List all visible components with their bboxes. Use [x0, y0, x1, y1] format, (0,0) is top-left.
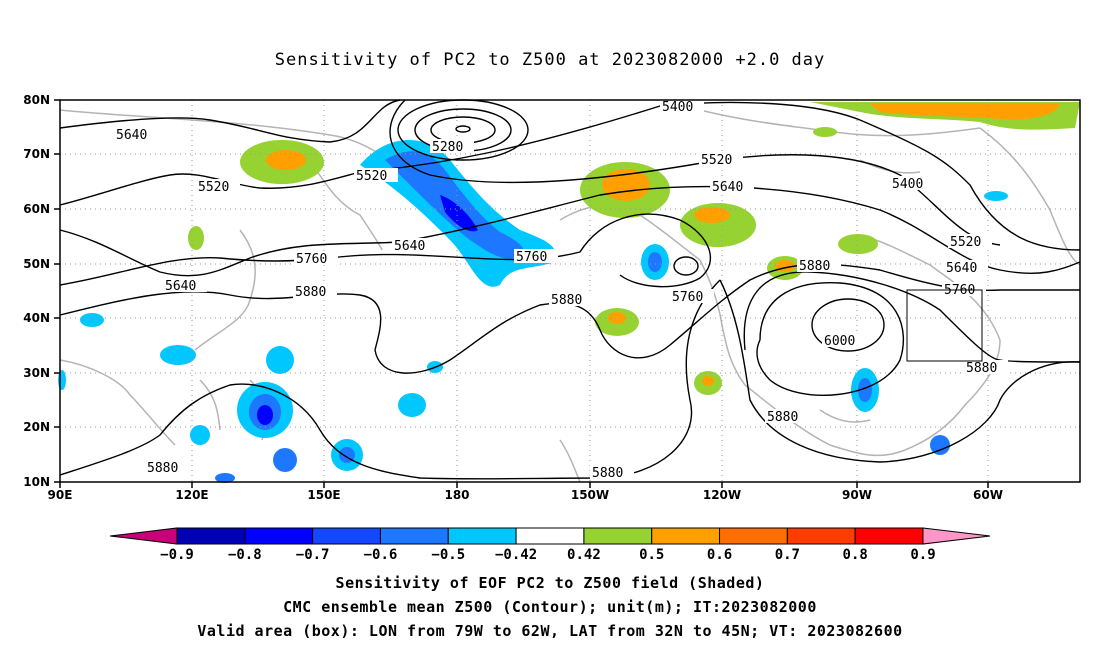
lon-label: 120E	[175, 488, 208, 502]
contour-label: 5520	[198, 180, 229, 195]
lat-label: 80N	[23, 93, 50, 107]
lat-label: 70N	[23, 147, 50, 161]
contour-label: 5760	[516, 250, 547, 265]
contour-label: 5880	[147, 461, 178, 476]
lon-label: 90W	[842, 488, 872, 502]
contour-label: 5640	[712, 180, 743, 195]
contour-label: 5640	[394, 239, 425, 254]
colorbar-label: 0.9	[910, 547, 935, 563]
contour-label: 5280	[432, 140, 463, 155]
lat-label: 40N	[23, 311, 50, 325]
contour-label: 5640	[946, 261, 977, 276]
lat-label: 10N	[23, 475, 50, 489]
contour-label: 5400	[892, 177, 923, 192]
contour-label: 5640	[116, 128, 147, 143]
colorbar-label: −0.9	[160, 547, 194, 563]
colorbar-segment	[244, 527, 314, 545]
lat-label: 20N	[23, 420, 50, 434]
contour-label: 5760	[296, 252, 327, 267]
lat-label: 60N	[23, 202, 50, 216]
contour-label: 5880	[767, 410, 798, 425]
colorbar-label: 0.7	[775, 547, 800, 563]
lat-label: 30N	[23, 366, 50, 380]
colorbar-segment	[719, 527, 788, 545]
colorbar-label: −0.5	[431, 547, 465, 563]
colorbar-end-high	[922, 527, 991, 545]
colorbar-segment	[176, 527, 246, 545]
tick-marks	[54, 99, 989, 488]
colorbar-label: −0.8	[228, 547, 262, 563]
colorbar-label: 0.5	[639, 547, 664, 563]
colorbar-segment	[312, 527, 381, 545]
lon-label: 60W	[973, 488, 1003, 502]
contour-label: 5520	[356, 169, 387, 184]
lat-labels: 80N 70N 60N 50N 40N 30N 20N 10N	[23, 93, 50, 489]
contour-label: 5520	[701, 153, 732, 168]
contour-label: 6000	[824, 334, 855, 349]
contour-label-group: 5640 5520 5280 5520 5400 5520 5640 5400 …	[114, 99, 1008, 481]
map-frame	[59, 99, 1081, 483]
colorbar-segment	[379, 527, 449, 545]
caption-line-3: Valid area (box): LON from 79W to 62W, L…	[197, 622, 903, 640]
contour-label: 5640	[165, 279, 196, 294]
colorbar: −0.9 −0.8 −0.7 −0.6 −0.5 −0.42 0.42 0.5 0.6 0.7 0.…	[109, 527, 991, 563]
lon-labels: 90E 120E 150E 180 150W 120W 90W 60W	[48, 488, 1003, 502]
contour-label: 5880	[966, 361, 997, 376]
colorbar-segment	[786, 527, 856, 545]
colorbar-segment	[515, 527, 585, 545]
contour-label: 5880	[295, 285, 326, 300]
lon-label: 150E	[307, 488, 340, 502]
colorbar-label: 0.8	[843, 547, 868, 563]
contour-label: 5880	[551, 293, 582, 308]
contour-label: 5760	[672, 290, 703, 305]
contour-label: 5520	[950, 235, 981, 250]
contour-labels: 5640 5520 5280 5520 5400 5520 5640 5400 …	[114, 99, 1008, 481]
contour-label: 5880	[592, 466, 623, 481]
valid-area-box	[906, 289, 983, 362]
lon-label: 180	[444, 488, 469, 502]
colorbar-segment	[447, 527, 517, 545]
map-title: Sensitivity of PC2 to Z500 at 2023082000…	[274, 50, 826, 70]
colorbar-end-low	[109, 527, 178, 545]
lon-label: 120W	[703, 488, 741, 502]
map-background	[60, 100, 1080, 482]
lon-label: 90E	[48, 488, 73, 502]
negative-sensitivity	[58, 140, 1008, 483]
colorbar-label: −0.6	[364, 547, 398, 563]
contour-label: 5400	[662, 100, 693, 115]
colorbar-label: −0.42	[495, 547, 537, 563]
lat-label: 50N	[23, 257, 50, 271]
contour-label: 5880	[799, 259, 830, 274]
colorbar-label: −0.7	[296, 547, 330, 563]
colorbar-segment	[651, 527, 721, 545]
colorbar-label: 0.42	[567, 547, 601, 563]
colorbar-label: 0.6	[707, 547, 732, 563]
colorbar-segment	[854, 527, 924, 545]
lon-label: 150W	[571, 488, 609, 502]
coastlines	[59, 109, 1081, 483]
caption-line-2: CMC ensemble mean Z500 (Contour); unit(m…	[283, 598, 817, 616]
colorbar-segment	[583, 527, 653, 545]
caption-line-1: Sensitivity of EOF PC2 to Z500 field (Sh…	[335, 574, 765, 592]
